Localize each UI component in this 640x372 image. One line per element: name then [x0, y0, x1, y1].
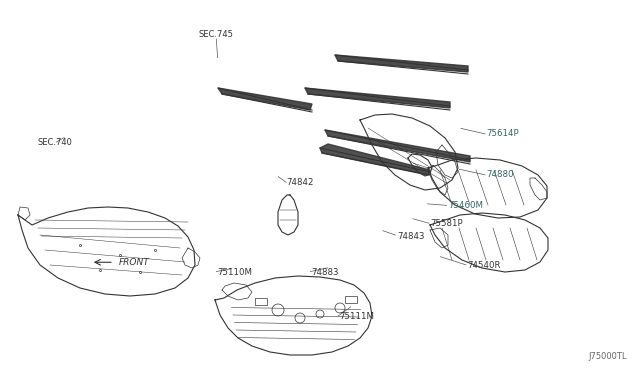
- Text: 74883: 74883: [312, 268, 339, 277]
- Polygon shape: [218, 88, 312, 110]
- Text: 75460M: 75460M: [448, 201, 483, 210]
- Polygon shape: [305, 88, 450, 108]
- Text: SEC.745: SEC.745: [199, 30, 234, 39]
- Text: SEC.740: SEC.740: [37, 138, 72, 147]
- Text: 75110M: 75110M: [218, 268, 253, 277]
- Text: 75581P: 75581P: [431, 219, 463, 228]
- Text: J75000TL: J75000TL: [589, 352, 627, 361]
- Bar: [255, 298, 267, 305]
- Polygon shape: [320, 144, 430, 175]
- Text: 74842: 74842: [287, 178, 314, 187]
- Text: 74880: 74880: [486, 170, 514, 179]
- Text: 74540R: 74540R: [467, 262, 500, 270]
- Text: 75111M: 75111M: [339, 312, 374, 321]
- Polygon shape: [335, 55, 468, 72]
- Text: 75614P: 75614P: [486, 129, 519, 138]
- Text: FRONT: FRONT: [118, 258, 149, 267]
- Polygon shape: [325, 130, 470, 162]
- Bar: [345, 296, 357, 303]
- Text: 74843: 74843: [397, 232, 424, 241]
